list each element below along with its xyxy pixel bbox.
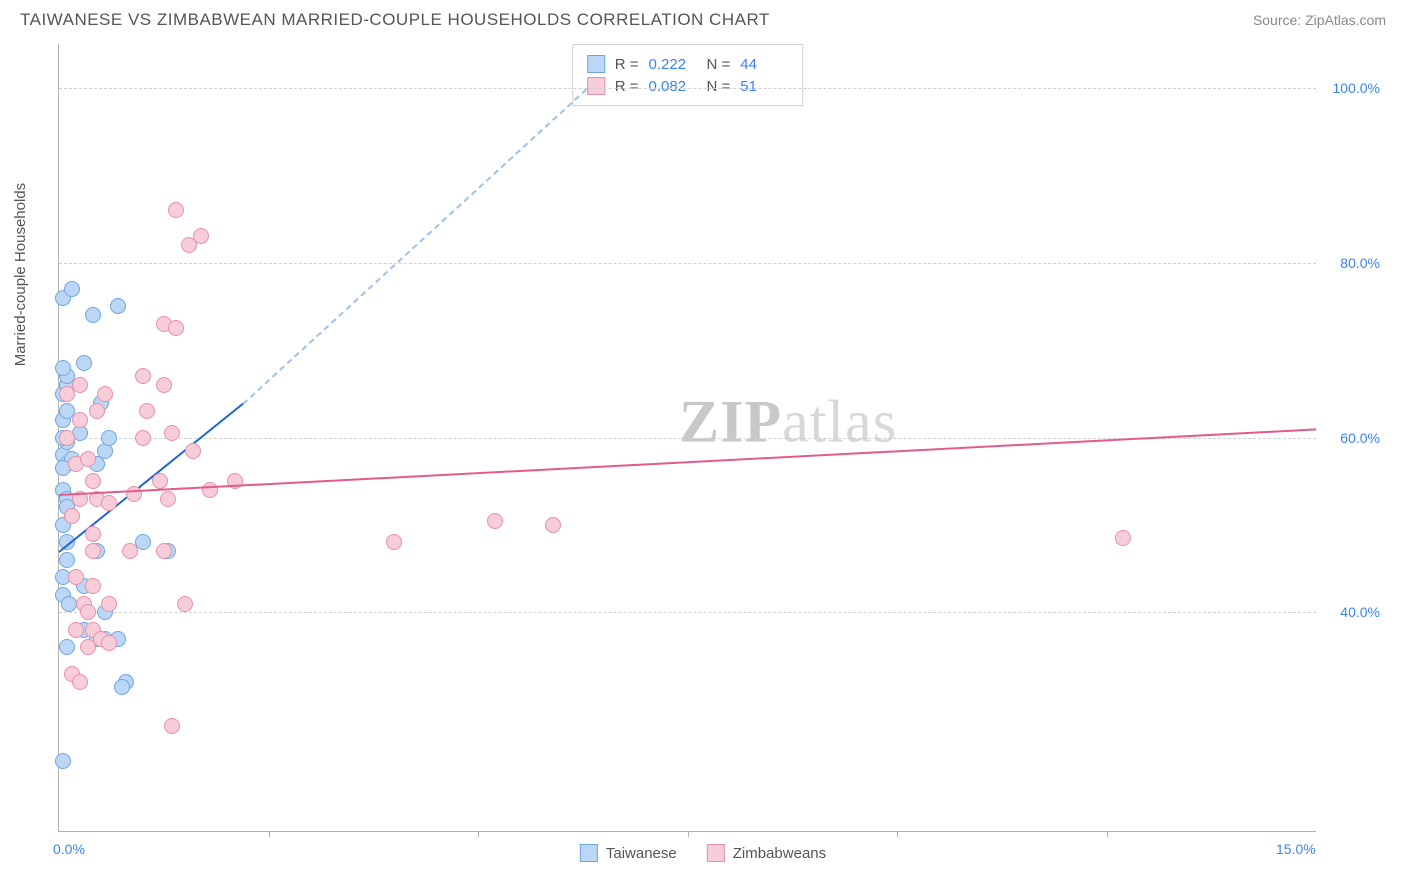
legend-r-label: R = [615,78,639,95]
y-tick-label: 40.0% [1340,604,1380,620]
scatter-point [59,639,75,655]
legend-item: Taiwanese [580,844,677,862]
legend-item: Zimbabweans [707,844,826,862]
scatter-point [160,491,176,507]
gridline [59,88,1316,89]
legend-n-value: 51 [740,78,788,95]
x-minor-tick [269,831,270,837]
scatter-point [85,526,101,542]
scatter-point [80,451,96,467]
source-attribution: Source: ZipAtlas.com [1253,12,1386,28]
scatter-point [202,482,218,498]
y-tick-label: 60.0% [1340,430,1380,446]
legend-n-value: 44 [740,56,788,73]
scatter-point [55,360,71,376]
legend-row: R = 0.082 N = 51 [587,75,789,97]
scatter-plot: ZIPatlas R =0.222N =44R =0.082N =51 40.0… [58,44,1316,832]
legend-row: R = 0.222 N = 44 [587,53,789,75]
y-axis-label: Married-couple Households [12,183,29,366]
scatter-point [68,569,84,585]
scatter-point [139,403,155,419]
gridline [59,263,1316,264]
scatter-point [185,443,201,459]
legend-swatch [707,844,725,862]
scatter-point [164,718,180,734]
watermark: ZIPatlas [679,387,897,456]
gridline [59,612,1316,613]
legend-label: Zimbabweans [733,845,826,862]
scatter-point [135,368,151,384]
legend-swatch [587,77,605,95]
chart-title: TAIWANESE VS ZIMBABWEAN MARRIED-COUPLE H… [20,10,770,30]
legend-r-label: R = [615,56,639,73]
scatter-point [177,596,193,612]
scatter-point [135,430,151,446]
y-tick-label: 100.0% [1333,80,1380,96]
scatter-point [68,622,84,638]
scatter-point [168,320,184,336]
scatter-point [89,403,105,419]
scatter-point [64,508,80,524]
legend-n-label: N = [707,78,731,95]
scatter-point [101,430,117,446]
scatter-point [59,386,75,402]
chart-container: Married-couple Households ZIPatlas R =0.… [20,44,1386,872]
x-minor-tick [1107,831,1108,837]
legend-swatch [587,55,605,73]
scatter-point [152,473,168,489]
legend-r-value: 0.222 [649,56,697,73]
legend-n-label: N = [707,56,731,73]
scatter-point [487,513,503,529]
scatter-point [80,639,96,655]
x-minor-tick [688,831,689,837]
y-tick-label: 80.0% [1340,255,1380,271]
x-tick-label: 15.0% [1276,841,1316,857]
scatter-point [181,237,197,253]
scatter-point [59,552,75,568]
scatter-point [386,534,402,550]
legend-r-value: 0.082 [649,78,697,95]
scatter-point [156,543,172,559]
trend-line [243,88,588,404]
scatter-point [72,412,88,428]
scatter-point [101,596,117,612]
scatter-point [59,430,75,446]
series-legend: Taiwanese Zimbabweans [580,844,826,862]
scatter-point [122,543,138,559]
x-minor-tick [478,831,479,837]
x-tick-label: 0.0% [53,841,85,857]
legend-label: Taiwanese [606,845,677,862]
scatter-point [85,473,101,489]
scatter-point [76,355,92,371]
scatter-point [101,495,117,511]
scatter-point [85,543,101,559]
trend-line [59,429,1316,497]
scatter-point [168,202,184,218]
scatter-point [85,578,101,594]
scatter-point [156,377,172,393]
scatter-point [97,386,113,402]
scatter-point [164,425,180,441]
scatter-point [55,753,71,769]
scatter-point [80,604,96,620]
correlation-legend: R = 0.222 N = 44 R = 0.082 N = 51 [572,44,804,106]
scatter-point [64,281,80,297]
scatter-point [72,674,88,690]
scatter-point [545,517,561,533]
legend-swatch [580,844,598,862]
scatter-point [61,596,77,612]
scatter-point [101,635,117,651]
scatter-point [110,298,126,314]
scatter-point [1115,530,1131,546]
x-minor-tick [897,831,898,837]
scatter-point [114,679,130,695]
scatter-point [85,307,101,323]
